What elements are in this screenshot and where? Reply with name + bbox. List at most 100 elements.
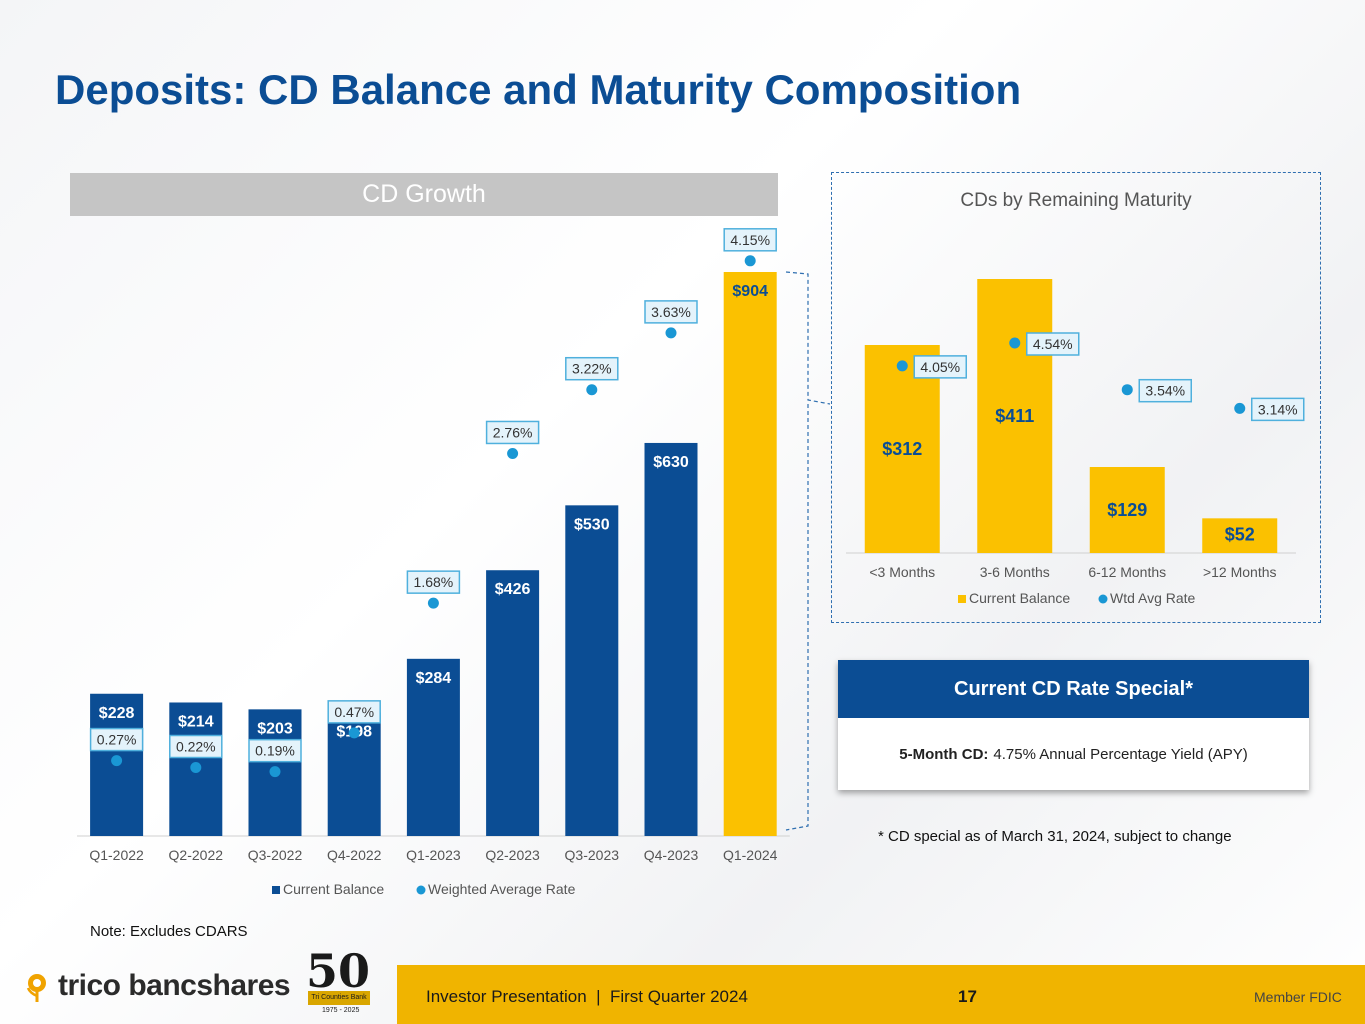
balance-bar-label: $203 [257,720,293,737]
x-tick-label: Q1-2024 [723,847,778,863]
maturity-legend-balance-swatch [958,595,966,603]
rate-label-box [565,356,619,381]
legend-balance-swatch [272,886,280,894]
rate-label: 1.68% [414,574,454,590]
maturity-rate-dot [1121,384,1133,396]
legend-balance-label: Current Balance [283,881,384,897]
cd-special-term: 5-Month CD: [899,745,989,763]
rate-label-box [169,734,223,759]
rate-label-box [485,420,540,445]
balance-bar-label: $530 [574,516,610,533]
maturity-bar-label: $312 [882,439,922,459]
maturity-legend-rate-label: Wtd Avg Rate [1110,590,1196,606]
rate-label: 0.22% [176,739,216,755]
cd-rate-special-body: 5-Month CD: 4.75% Annual Percentage Yiel… [838,718,1309,790]
rate-label-box [644,300,698,324]
rate-label: 0.27% [97,732,137,748]
anniversary-number: 50 [306,944,371,998]
cd-growth-chart: $228 Q1-2022 0.27% $214 Q2-2022 0.22% $203 Q3-2… [77,228,831,897]
cd-rate-special-header: Current CD Rate Special* [838,660,1309,718]
rate-label-box [327,700,381,724]
x-tick-label: Q3-2022 [248,847,303,863]
excludes-cdars-note: Note: Excludes CDARS [90,923,248,940]
maturity-bar-label: $129 [1107,500,1147,520]
maturity-rate-label: 4.05% [920,359,960,375]
rate-dot [190,762,202,774]
balance-bar [406,658,460,836]
maturity-bar [977,279,1053,553]
footer-presentation-label: Investor Presentation | First Quarter 20… [426,987,748,1006]
rate-dot [427,597,439,609]
legend-rate-label: Weighted Average Rate [428,881,576,897]
balance-bar [723,272,777,836]
cd-rate-special-card: Current CD Rate Special* 5-Month CD: 4.7… [838,660,1309,790]
x-tick-label: Q4-2023 [644,847,699,863]
rate-label-box [248,738,302,763]
maturity-legend-rate-swatch [1098,594,1108,604]
balance-bar-label: $630 [653,454,689,471]
maturity-bar [1202,518,1278,553]
rate-label-box [723,228,777,252]
anniversary-years: 1975 - 2025 [322,1007,360,1014]
sunflower-logo-icon [26,974,46,1002]
cd-special-detail: 4.75% Annual Percentage Yield (APY) [993,745,1248,763]
maturity-rate-dot [1234,402,1246,414]
maturity-bar-label: $411 [995,406,1034,426]
rate-label: 3.63% [651,304,691,320]
rate-dot [507,447,519,459]
bracket-connector [785,271,831,831]
maturity-legend-balance-label: Current Balance [969,590,1070,606]
maturity-rate-dot [1009,337,1021,349]
rate-label-box [406,570,461,594]
maturity-chart-title: CDs by Remaining Maturity [960,190,1192,211]
balance-bar [486,570,540,836]
maturity-rate-dot [896,360,908,372]
balance-bar-label: $284 [416,670,452,687]
x-tick-label: Q2-2023 [485,847,540,863]
rate-dot [586,384,598,396]
anniversary-ribbon: Tri Counties Bank [308,991,370,1005]
member-fdic: Member FDIC [1254,989,1342,1005]
rate-label: 2.76% [493,424,533,440]
maturity-bar [1089,467,1165,553]
rate-label: 3.22% [572,361,612,377]
x-tick-label: Q1-2023 [406,847,461,863]
cd-growth-banner: CD Growth [70,173,778,216]
rate-dot [269,766,281,778]
rate-dot [744,255,756,267]
maturity-bar [864,345,940,553]
rate-label: 0.47% [334,704,374,720]
cd-maturity-chart: CDs by Remaining Maturity $312 <3 Months 4.… [846,190,1305,606]
balance-bar-label: $214 [178,713,214,730]
x-tick-label: Q4-2022 [327,847,382,863]
balance-bar-label: $904 [732,283,768,300]
maturity-tick-label: 6-12 Months [1088,564,1166,580]
x-tick-label: Q3-2023 [565,847,620,863]
maturity-rate-label: 4.54% [1033,336,1073,352]
rate-dot [665,327,677,339]
logo-text: trico bancshares [58,969,291,1002]
page-title: Deposits: CD Balance and Maturity Compos… [55,66,1022,113]
fifty-year-badge: 50 Tri Counties Bank 1975 - 2025 [298,948,380,1022]
balance-bar [565,505,619,836]
balance-bar-label: $228 [99,705,135,722]
maturity-tick-label: <3 Months [869,564,935,580]
maturity-rate-label: 3.54% [1145,383,1185,399]
trico-logo: trico bancshares [22,966,291,1006]
maturity-chart-frame [831,172,1321,623]
rate-label-box [89,727,144,752]
rate-label: 4.15% [730,232,770,248]
balance-bar [644,442,698,836]
maturity-rate-label-box [1138,378,1192,403]
footer-bar [397,965,1365,1024]
maturity-tick-label: 3-6 Months [980,564,1050,580]
maturity-rate-label-box [1251,397,1305,422]
rate-dot [348,727,360,739]
balance-bar-label: $426 [495,581,531,598]
rate-label: 0.19% [255,743,295,759]
maturity-bar-label: $52 [1225,524,1255,544]
maturity-tick-label: >12 Months [1203,564,1277,580]
legend-rate-swatch [416,885,426,895]
maturity-rate-label: 3.14% [1258,401,1298,417]
x-tick-label: Q1-2022 [89,847,144,863]
